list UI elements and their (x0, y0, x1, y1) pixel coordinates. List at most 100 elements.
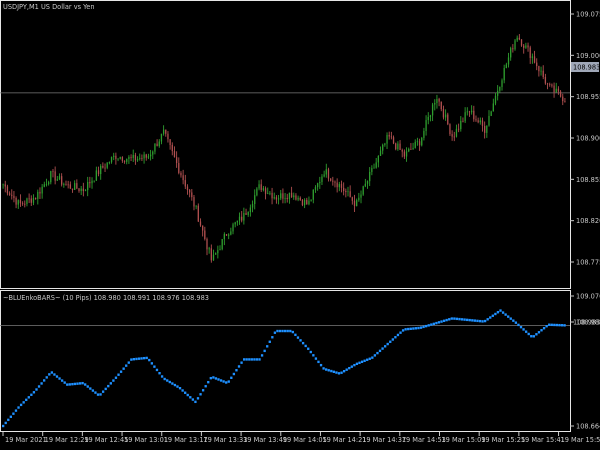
candle-body (438, 98, 440, 102)
candle-body (69, 184, 71, 189)
candle (323, 170, 325, 178)
candle-body (269, 192, 271, 194)
candle (108, 161, 111, 165)
candle-body (286, 198, 288, 199)
renko-brick (486, 318, 489, 321)
renko-brick (491, 314, 494, 317)
candle (408, 147, 410, 153)
candle-body (477, 120, 479, 123)
candle-body (254, 195, 256, 205)
candle (180, 171, 182, 178)
candle-body (503, 68, 505, 81)
candle (345, 188, 347, 198)
candle (147, 153, 150, 160)
candle-body (488, 115, 490, 126)
candle-body (249, 207, 252, 213)
candle-body (74, 183, 76, 190)
candle-body (453, 136, 455, 138)
candle-body (52, 171, 54, 172)
candle-body (117, 158, 119, 160)
candle-body (21, 203, 24, 205)
renko-brick (258, 358, 261, 361)
renko-brick (178, 387, 182, 390)
candle-body (405, 151, 408, 157)
candle-body (230, 231, 232, 235)
renko-brick (268, 340, 271, 343)
candle-body (145, 154, 147, 158)
time-axis-label: 19 Mar 13:01 (124, 436, 168, 444)
candle-body (518, 37, 521, 40)
candle (269, 191, 271, 196)
renko-brick (43, 379, 46, 382)
renko-brick (325, 368, 328, 371)
candle-body (371, 168, 373, 172)
candle-body (431, 104, 434, 116)
candle-body (527, 45, 529, 48)
candle-body (273, 197, 275, 199)
renko-brick (442, 319, 446, 323)
candle-body (141, 158, 143, 160)
candle (275, 195, 278, 204)
candle-body (338, 184, 340, 188)
renko-brick (378, 349, 382, 353)
candle-body (210, 248, 212, 261)
renko-brick (17, 406, 20, 409)
candle (306, 197, 308, 205)
candle (353, 194, 356, 213)
renko-brick (37, 385, 41, 388)
candle-body (204, 230, 206, 239)
renko-brick (514, 321, 518, 324)
candle (562, 93, 564, 106)
candle-body (327, 169, 330, 179)
candle-body (533, 56, 536, 63)
renko-brick (150, 362, 153, 365)
renko-brick (155, 368, 159, 372)
candle (499, 86, 501, 93)
candle-body (197, 205, 199, 222)
time-axis-label: 19 Mar 15:57 (561, 436, 600, 444)
candle-body (364, 183, 366, 187)
candle-body (193, 197, 195, 207)
renko-brick (535, 333, 538, 336)
candle (386, 132, 388, 150)
candle (143, 151, 145, 164)
candle-body (63, 184, 65, 185)
candle (488, 110, 490, 127)
renko-brick (401, 329, 405, 332)
candle (28, 193, 30, 204)
candle-body (186, 186, 189, 191)
candle (45, 178, 48, 187)
candle-body (41, 186, 43, 194)
candle (316, 182, 319, 191)
time-axis-label: 19 Mar 14:37 (362, 436, 406, 444)
candle (451, 130, 453, 141)
candle-body (34, 197, 37, 199)
renko-brick (458, 317, 461, 321)
candle-body (343, 187, 345, 191)
renko-brick (499, 309, 502, 312)
renko-brick (563, 324, 566, 327)
candle (319, 176, 321, 189)
candle-body (67, 184, 69, 186)
candle-body (56, 179, 58, 181)
candle-body (319, 181, 321, 184)
candle (247, 211, 249, 217)
candle (557, 86, 560, 95)
renko-brick (409, 327, 412, 330)
axes-labels: 109.075 109.000 108.955 108.900 108.855 108.8… (2, 11, 600, 444)
candle (15, 196, 17, 209)
candle (527, 42, 529, 52)
main-current-price-label: 108.983 (573, 64, 600, 72)
candle-body (290, 192, 293, 198)
renko-brick (235, 369, 238, 372)
renko-brick (473, 319, 477, 322)
candle-body (275, 197, 278, 200)
renko-brick (296, 336, 300, 339)
candle-body (76, 183, 78, 189)
candle-body (540, 70, 542, 72)
candle (212, 249, 215, 261)
candle-body (392, 137, 395, 144)
candle-body (115, 155, 117, 159)
